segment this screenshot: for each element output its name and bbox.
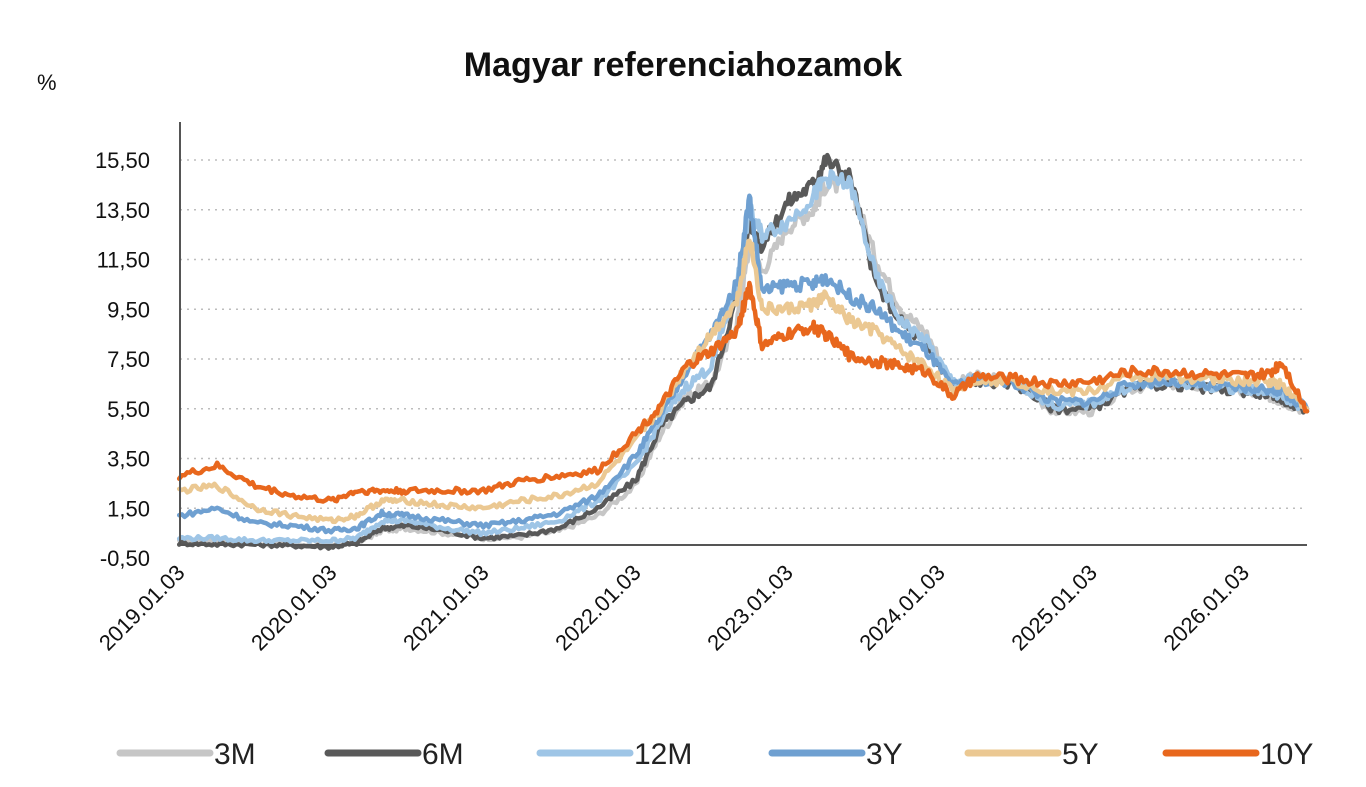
x-tick-label: 2020.01.03 xyxy=(246,560,342,656)
legend-label-5y: 5Y xyxy=(1062,738,1099,771)
legend: 3M 6M 12M 3Y 5Y 10Y xyxy=(116,738,1313,771)
y-tick-label: -0,50 xyxy=(100,546,150,571)
y-axis-ticks: -0,50 1,50 3,50 5,50 7,50 9,50 11,50 13,50 15,50 xyxy=(95,148,150,571)
chart-title: Magyar referenciahozamok xyxy=(464,46,902,84)
x-tick-label: 2025.01.03 xyxy=(1006,560,1102,656)
x-tick-label: 2019.01.03 xyxy=(94,560,190,656)
series-line-3y xyxy=(176,193,1310,535)
y-axis-unit-label: % xyxy=(37,70,57,95)
x-tick-label: 2024.01.03 xyxy=(854,560,950,656)
x-tick-label: 2022.01.03 xyxy=(550,560,646,656)
series-line-5y xyxy=(176,238,1310,525)
x-tick-label: 2026.01.03 xyxy=(1158,560,1254,656)
axes xyxy=(179,122,1307,546)
x-tick-label: 2023.01.03 xyxy=(702,560,798,656)
legend-label-10y: 10Y xyxy=(1260,738,1313,771)
y-tick-label: 15,50 xyxy=(95,148,150,173)
x-tick-label: 2021.01.03 xyxy=(398,560,494,656)
legend-label-12m: 12M xyxy=(634,738,692,771)
series-line-6m xyxy=(176,152,1310,551)
gridlines xyxy=(180,159,1307,509)
legend-label-6m: 6M xyxy=(422,738,464,771)
legend-label-3m: 3M xyxy=(214,738,256,771)
y-tick-label: 13,50 xyxy=(95,198,150,223)
x-axis-ticks: 2019.01.03 2020.01.03 2021.01.03 2022.01.03… xyxy=(94,560,1254,656)
y-tick-label: 1,50 xyxy=(107,496,150,521)
series-lines xyxy=(176,152,1310,551)
y-tick-label: 3,50 xyxy=(107,447,150,472)
y-tick-label: 5,50 xyxy=(107,397,150,422)
y-tick-label: 11,50 xyxy=(97,248,150,273)
series-line-10y xyxy=(176,280,1310,504)
legend-label-3y: 3Y xyxy=(866,738,903,771)
y-tick-label: 7,50 xyxy=(107,347,150,372)
y-tick-label: 9,50 xyxy=(107,297,150,322)
